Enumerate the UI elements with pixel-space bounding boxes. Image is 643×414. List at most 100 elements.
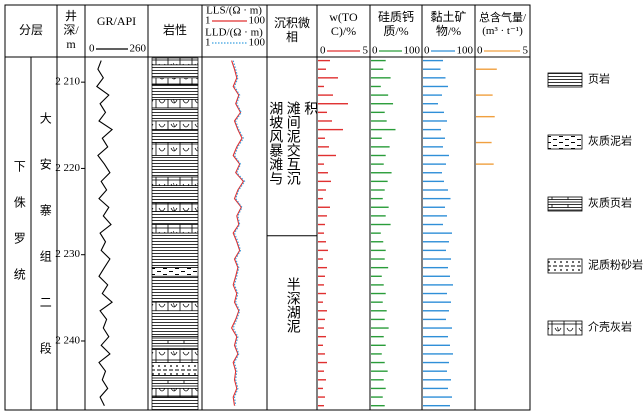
legend-swatch bbox=[547, 72, 583, 88]
lithology-interval bbox=[151, 349, 199, 363]
toc-bar bbox=[318, 292, 326, 295]
strat-member: 大安寨组二段 bbox=[38, 112, 52, 388]
toc-bar bbox=[318, 284, 324, 286]
facies-cell: 半深湖泥 bbox=[267, 236, 317, 410]
clay-bar bbox=[423, 163, 446, 165]
header-toc: w(TOC)/% bbox=[329, 10, 358, 38]
header-cell: 分层 bbox=[19, 23, 43, 37]
depth-tick-label: 2 220 bbox=[55, 162, 80, 174]
toc-bar bbox=[318, 197, 323, 200]
toc-bar bbox=[318, 163, 324, 165]
clay-bar bbox=[423, 275, 450, 277]
toc-bar bbox=[318, 103, 348, 105]
header-silica: 硅质钙质/% bbox=[377, 10, 414, 38]
clay-bar bbox=[423, 206, 445, 208]
silica-bar bbox=[371, 215, 386, 217]
toc-bar bbox=[318, 266, 327, 269]
silica-bar bbox=[371, 310, 387, 312]
scale-min: 0 bbox=[320, 45, 326, 57]
lithology-interval bbox=[151, 107, 199, 122]
silica-bar bbox=[371, 197, 383, 200]
clay-bar bbox=[423, 180, 444, 183]
toc-bar bbox=[318, 387, 323, 390]
silica-bar bbox=[371, 275, 382, 277]
clay-bar bbox=[423, 284, 453, 286]
toc-bar bbox=[318, 258, 323, 260]
toc-bar bbox=[318, 68, 326, 70]
lithology-interval bbox=[151, 388, 199, 398]
scale-max: 100 bbox=[404, 45, 421, 57]
clay-bar bbox=[423, 327, 452, 329]
toc-bar bbox=[318, 215, 327, 217]
lithology-interval bbox=[151, 142, 199, 156]
header-cell: GR/API bbox=[97, 14, 136, 28]
silica-bar bbox=[371, 94, 389, 96]
toc-bar bbox=[318, 232, 324, 234]
silica-bar bbox=[371, 396, 383, 398]
toc-bar bbox=[318, 318, 325, 321]
clay-bar bbox=[423, 68, 441, 70]
facies-cell: 湖坡风暴滩与滩间泥交互沉积 bbox=[267, 100, 317, 185]
header-cell: 黏土矿物/% bbox=[430, 10, 466, 38]
header-cell: 沉积微相 bbox=[274, 16, 310, 44]
toc-bar bbox=[318, 180, 331, 183]
lithology-interval bbox=[151, 129, 199, 143]
clay-bar bbox=[423, 249, 446, 252]
clay-bar bbox=[423, 77, 446, 79]
silica-bar bbox=[371, 387, 386, 390]
silica-bar bbox=[371, 301, 383, 303]
legend-label: 灰质页岩 bbox=[588, 196, 632, 210]
facies-label: 半深湖泥 bbox=[284, 276, 300, 333]
toc-bar bbox=[318, 370, 324, 372]
gas-bar bbox=[476, 141, 492, 144]
legend-swatch bbox=[547, 196, 583, 212]
header-cell: 井深/m bbox=[63, 9, 78, 50]
gas-bar bbox=[476, 115, 495, 118]
lithology-interval bbox=[151, 99, 199, 109]
clay-bar bbox=[423, 266, 448, 269]
lithology-interval bbox=[151, 267, 199, 277]
strat-system: 下侏罗统 bbox=[12, 160, 26, 304]
toc-bar bbox=[318, 301, 323, 303]
resistivity-curve bbox=[230, 60, 245, 406]
toc-bar bbox=[318, 404, 324, 407]
toc-bar bbox=[318, 223, 325, 226]
silica-bar bbox=[371, 172, 392, 174]
clay-bar bbox=[423, 232, 452, 234]
facies-label: 湖坡风暴滩与滩间泥交互沉积 bbox=[267, 100, 317, 185]
silica-bar bbox=[371, 232, 381, 234]
clay-bar bbox=[423, 223, 443, 226]
clay-bar bbox=[423, 379, 451, 381]
lithology-interval bbox=[151, 232, 199, 268]
toc-bar bbox=[318, 94, 333, 96]
lithology-interval bbox=[151, 336, 199, 350]
silica-bar bbox=[371, 206, 389, 208]
toc-bar bbox=[318, 146, 329, 148]
clay-bar bbox=[423, 154, 449, 157]
toc-bar bbox=[318, 85, 324, 88]
header-cell: 岩性 bbox=[163, 23, 187, 37]
lithology-interval bbox=[151, 275, 199, 303]
toc-bar bbox=[318, 241, 326, 243]
clay-bar bbox=[423, 172, 442, 174]
scale-min: 1 bbox=[205, 37, 211, 49]
clay-bar bbox=[423, 215, 447, 217]
clay-bar bbox=[423, 94, 442, 96]
header-cell: w(TOC)/% bbox=[329, 10, 358, 38]
toc-bar bbox=[318, 361, 327, 364]
silica-bar bbox=[371, 361, 385, 364]
gas-bar bbox=[476, 94, 493, 96]
clay-bar bbox=[423, 361, 449, 364]
silica-bar bbox=[371, 379, 384, 381]
scale-max: 100 bbox=[249, 15, 266, 27]
clay-bar bbox=[423, 120, 447, 122]
silica-bar bbox=[371, 258, 385, 260]
facies-box: 半深湖泥 bbox=[267, 236, 317, 410]
legend-swatch bbox=[547, 258, 583, 274]
silica-bar bbox=[371, 223, 391, 226]
scale-min: 0 bbox=[89, 43, 95, 55]
depth-tick-label: 2 240 bbox=[55, 335, 80, 347]
lithology-interval bbox=[151, 211, 199, 225]
toc-bar bbox=[318, 128, 343, 131]
